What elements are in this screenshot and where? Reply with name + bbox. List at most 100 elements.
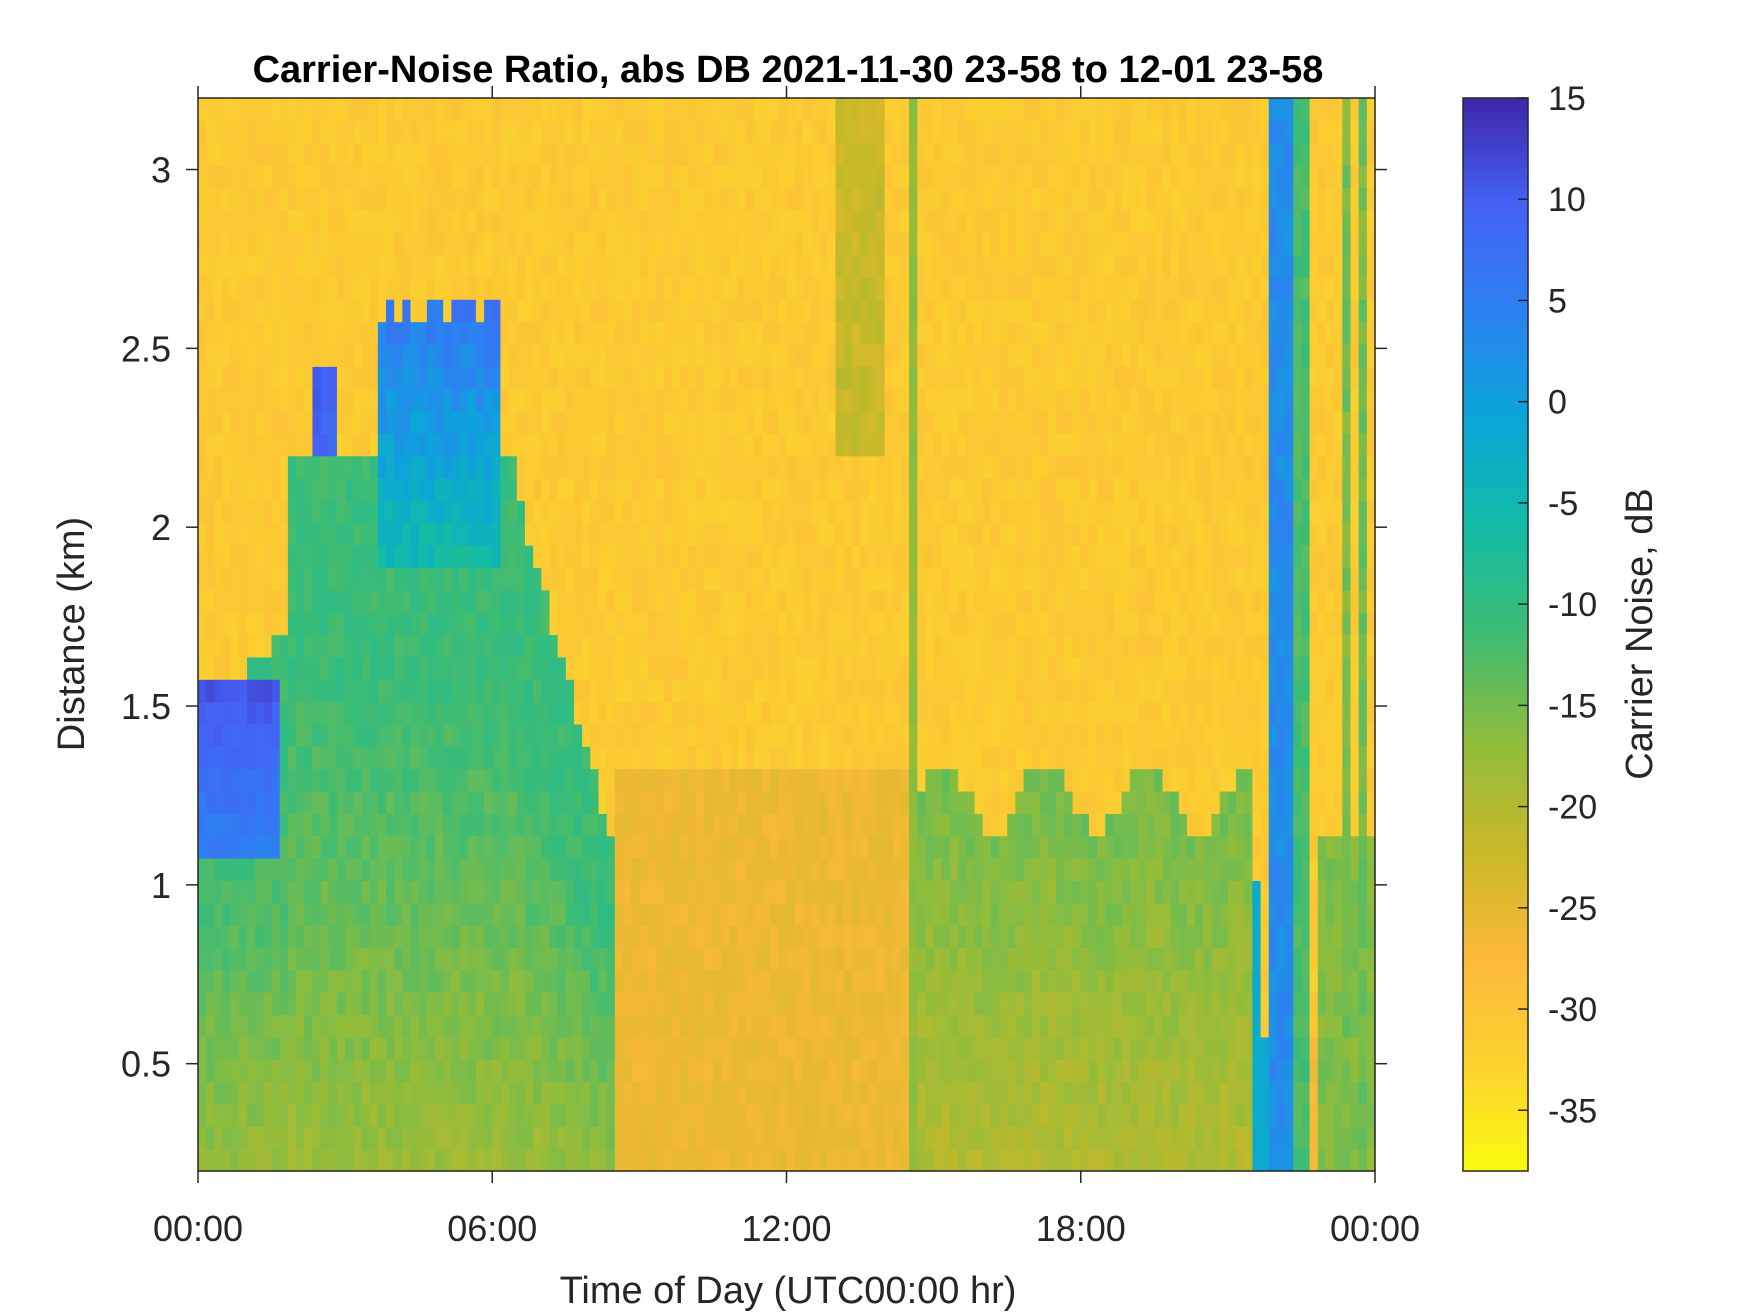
heatmap-cell bbox=[361, 366, 371, 390]
heatmap-cell bbox=[704, 209, 714, 233]
heatmap-cell bbox=[933, 589, 943, 613]
heatmap-cell bbox=[533, 612, 542, 636]
heatmap-cell bbox=[631, 455, 640, 479]
heatmap-cell bbox=[255, 276, 264, 300]
heatmap-cell bbox=[345, 478, 354, 501]
heatmap-cell bbox=[484, 433, 493, 457]
heatmap-cell bbox=[492, 746, 502, 770]
heatmap-cell bbox=[672, 276, 681, 300]
heatmap-cell bbox=[459, 410, 469, 434]
heatmap-cell bbox=[949, 768, 959, 792]
heatmap-cell bbox=[516, 478, 526, 501]
heatmap-cell bbox=[345, 500, 354, 524]
heatmap-cell bbox=[1031, 813, 1041, 837]
heatmap-cell bbox=[876, 1103, 886, 1127]
heatmap-cell bbox=[557, 992, 567, 1016]
heatmap-cell bbox=[786, 656, 796, 680]
heatmap-cell bbox=[974, 589, 984, 613]
heatmap-cell bbox=[500, 1126, 510, 1150]
heatmap-cell bbox=[868, 679, 878, 703]
heatmap-cell bbox=[704, 500, 714, 524]
heatmap-cell bbox=[500, 947, 510, 971]
heatmap-cell bbox=[385, 1148, 395, 1172]
heatmap-cell bbox=[296, 634, 305, 658]
heatmap-cell bbox=[843, 209, 853, 233]
heatmap-cell bbox=[778, 723, 788, 747]
heatmap-cell bbox=[443, 187, 452, 211]
heatmap-cell bbox=[851, 388, 861, 412]
heatmap-cell bbox=[884, 701, 894, 725]
heatmap-cell bbox=[475, 299, 485, 323]
heatmap-cell bbox=[712, 925, 722, 949]
heatmap-cell bbox=[925, 1036, 935, 1060]
heatmap-cell bbox=[524, 835, 534, 859]
heatmap-cell bbox=[672, 1036, 681, 1060]
heatmap-cell bbox=[198, 701, 207, 725]
heatmap-cell bbox=[206, 947, 215, 971]
heatmap-cell bbox=[647, 612, 657, 636]
heatmap-cell bbox=[410, 969, 420, 993]
heatmap-cell bbox=[198, 1126, 207, 1150]
heatmap-cell bbox=[206, 723, 215, 747]
heatmap-cell bbox=[680, 98, 690, 121]
heatmap-cell bbox=[933, 98, 943, 121]
heatmap-cell bbox=[949, 589, 959, 613]
heatmap-cell bbox=[860, 634, 869, 658]
heatmap-cell bbox=[786, 947, 796, 971]
heatmap-cell bbox=[516, 299, 526, 323]
heatmap-cell bbox=[533, 388, 542, 412]
heatmap-cell bbox=[426, 1148, 436, 1172]
heatmap-cell bbox=[304, 410, 314, 434]
heatmap-cell bbox=[435, 98, 444, 121]
heatmap-cell bbox=[385, 634, 395, 658]
heatmap-cell bbox=[794, 299, 804, 323]
heatmap-cell bbox=[590, 209, 600, 233]
heatmap-cell bbox=[206, 634, 215, 658]
heatmap-cell bbox=[206, 902, 215, 926]
heatmap-cell bbox=[786, 1126, 796, 1150]
heatmap-cell bbox=[263, 992, 273, 1016]
heatmap-cell bbox=[761, 209, 771, 233]
heatmap-cell bbox=[287, 254, 297, 278]
heatmap-cell bbox=[688, 1126, 698, 1150]
heatmap-cell bbox=[255, 1014, 264, 1038]
heatmap-cell bbox=[999, 925, 1008, 949]
heatmap-cell bbox=[982, 947, 992, 971]
heatmap-cell bbox=[876, 366, 886, 390]
heatmap-cell bbox=[549, 701, 559, 725]
heatmap-cell bbox=[909, 299, 918, 323]
heatmap-cell bbox=[761, 388, 771, 412]
heatmap-cell bbox=[500, 723, 510, 747]
heatmap-cell bbox=[590, 388, 600, 412]
heatmap-cell bbox=[802, 1059, 812, 1083]
heatmap-cell bbox=[557, 366, 567, 390]
heatmap-cell bbox=[900, 902, 910, 926]
heatmap-cell bbox=[369, 567, 379, 591]
heatmap-cell bbox=[410, 679, 420, 703]
heatmap-cell bbox=[524, 634, 534, 658]
heatmap-cell bbox=[296, 366, 305, 390]
heatmap-cell bbox=[712, 1059, 722, 1083]
heatmap-cell bbox=[1031, 545, 1041, 569]
heatmap-cell bbox=[966, 455, 976, 479]
heatmap-cell bbox=[198, 1103, 207, 1127]
heatmap-cell bbox=[385, 679, 395, 703]
heatmap-cell bbox=[565, 455, 575, 479]
heatmap-cell bbox=[222, 388, 232, 412]
heatmap-cell bbox=[1007, 1036, 1016, 1060]
heatmap-cell bbox=[631, 410, 640, 434]
heatmap-cell bbox=[606, 276, 616, 300]
heatmap-cell bbox=[974, 813, 984, 837]
heatmap-cell bbox=[590, 1014, 600, 1038]
heatmap-cell bbox=[475, 723, 485, 747]
heatmap-cell bbox=[737, 969, 747, 993]
heatmap-cell bbox=[247, 522, 256, 546]
heatmap-cell bbox=[1007, 634, 1016, 658]
heatmap-cell bbox=[590, 992, 600, 1016]
heatmap-cell bbox=[966, 656, 976, 680]
heatmap-cell bbox=[271, 992, 281, 1016]
heatmap-cell bbox=[394, 433, 403, 457]
heatmap-cell bbox=[925, 723, 935, 747]
heatmap-cell bbox=[843, 522, 853, 546]
heatmap-cell bbox=[247, 165, 256, 189]
